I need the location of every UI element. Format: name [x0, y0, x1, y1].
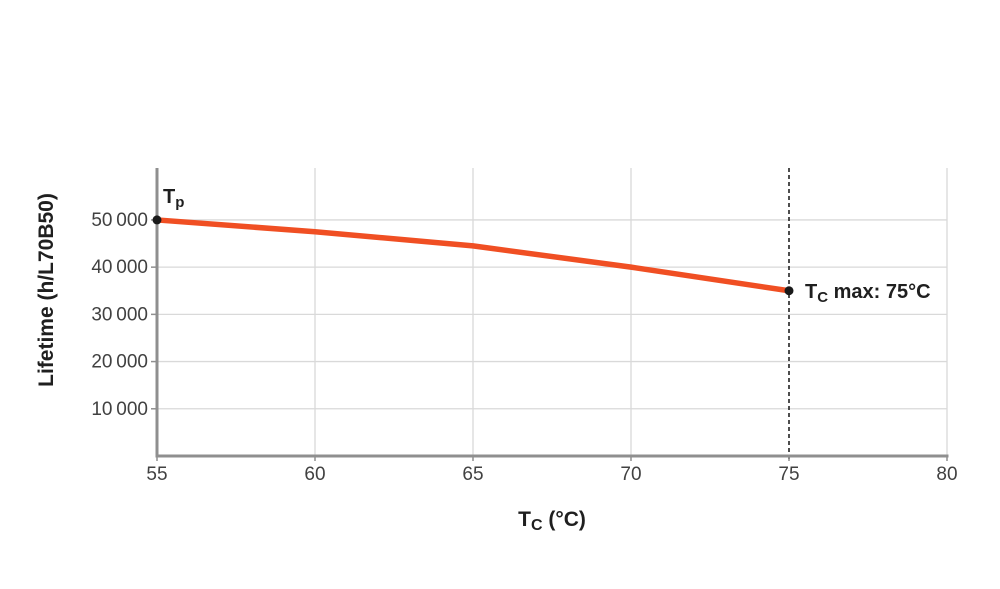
data-point-marker-tp	[152, 215, 162, 225]
series-layer	[152, 215, 794, 296]
y-tick-label: 40 000	[91, 257, 148, 278]
data-point-marker-tc-max	[784, 286, 794, 296]
x-tick-label: 80	[936, 464, 957, 485]
x-tick-label: 65	[462, 464, 483, 485]
y-tick-label: 20 000	[91, 352, 148, 373]
y-axis-title: Lifetime (h/L70B50)	[35, 193, 58, 387]
annotation-tc-max: TC max: 75°C	[805, 281, 931, 306]
y-tick-label: 10 000	[91, 399, 148, 420]
x-tick-label: 70	[620, 464, 641, 485]
annotation-tp: Tp	[163, 186, 184, 211]
y-tick-label: 30 000	[91, 304, 148, 325]
x-tick-label: 55	[146, 464, 167, 485]
grid-layer	[157, 168, 948, 461]
x-tick-label: 75	[778, 464, 799, 485]
y-tick-label: 50 000	[91, 210, 148, 231]
series-line-lifetime-curve	[156, 217, 790, 294]
x-axis-title: TC (°C)	[518, 508, 586, 534]
label-layer: Lifetime (h/L70B50) TC (°C) 55 60 65 70 75 80…	[35, 186, 958, 534]
x-tick-label: 60	[304, 464, 325, 485]
